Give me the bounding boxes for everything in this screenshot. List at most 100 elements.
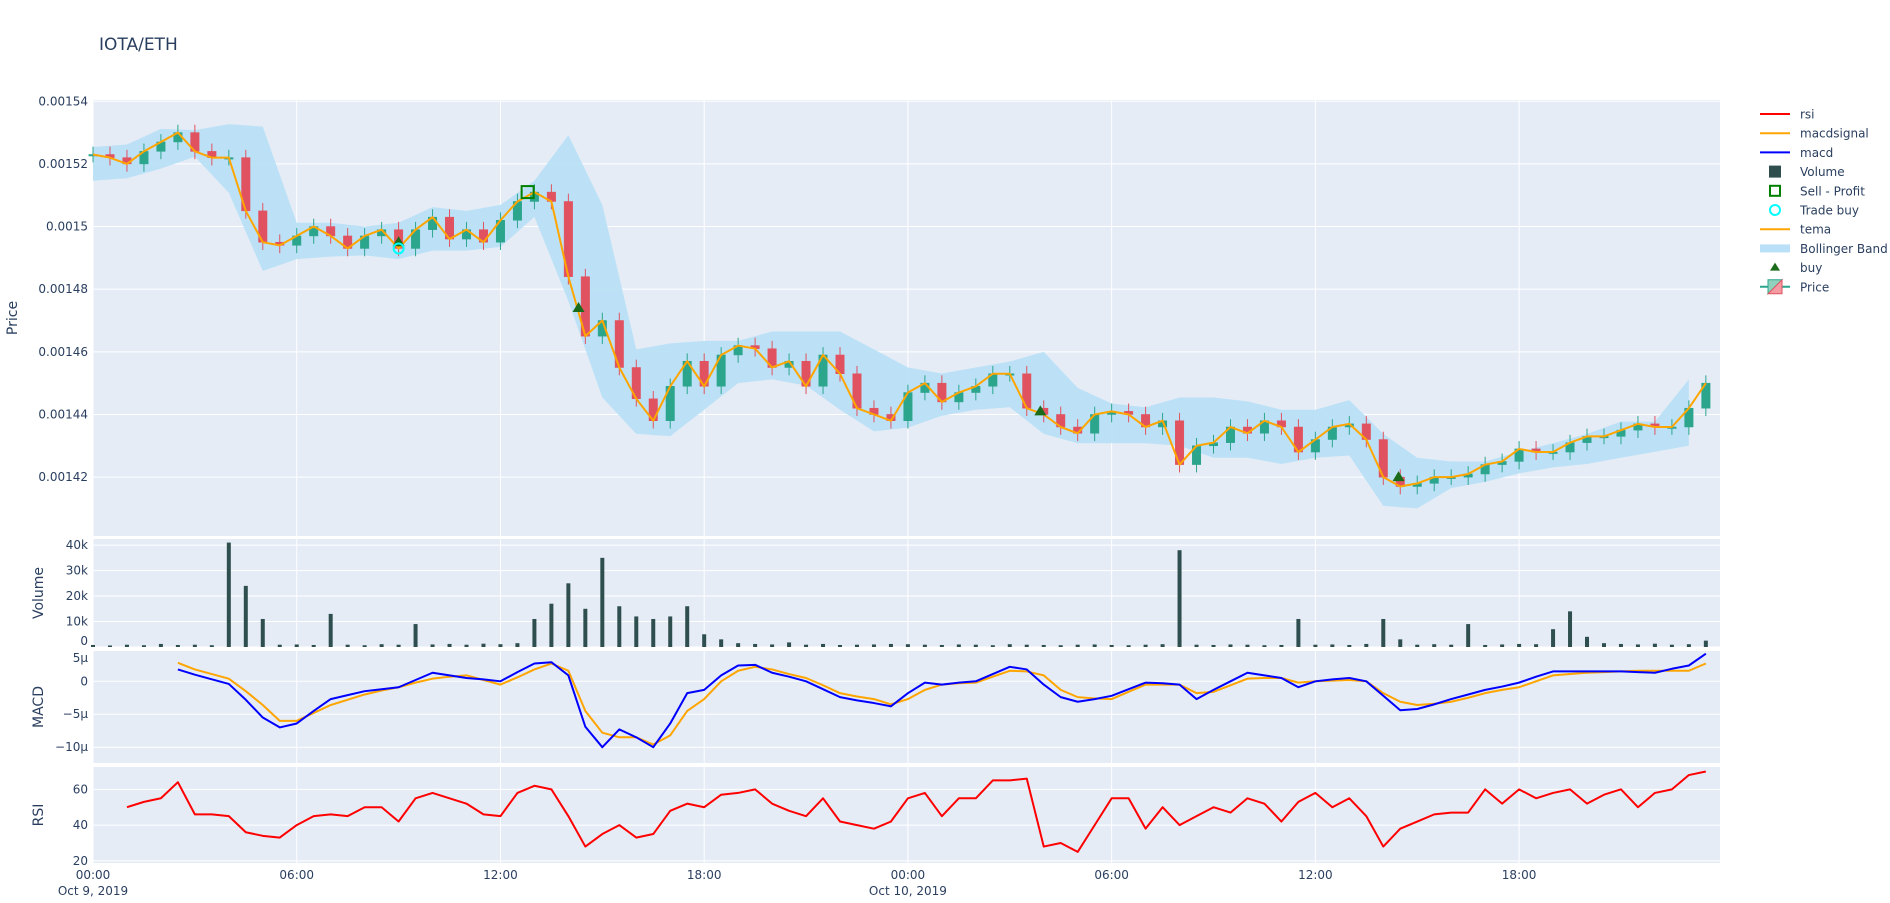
x-tick-label: 06:00 <box>279 868 314 882</box>
x-tick-label: 06:00 <box>1094 868 1129 882</box>
volume-bar <box>1585 636 1590 647</box>
volume-bar <box>1262 645 1267 647</box>
volume-bar <box>107 645 112 647</box>
volume-bar <box>821 643 826 647</box>
volume-background <box>93 539 1720 647</box>
legend-item-macdsignal[interactable]: macdsignal <box>1760 127 1869 141</box>
volume-bar <box>1296 618 1301 647</box>
x-tick-sublabel: Oct 10, 2019 <box>869 884 947 898</box>
volume-bar <box>141 645 146 647</box>
x-tick-label: 12:00 <box>1298 868 1333 882</box>
volume-bar <box>192 644 197 647</box>
legend-circle-icon <box>1769 204 1781 216</box>
volume-bar <box>736 643 741 647</box>
legend-item-buy[interactable]: buy <box>1770 261 1822 275</box>
volume-bar <box>685 606 690 647</box>
volume-bar <box>1041 644 1046 647</box>
buy-marker <box>572 301 585 312</box>
x-tick-sublabel: Oct 9, 2019 <box>58 884 128 898</box>
macd-tick-label: −10µ <box>55 740 88 754</box>
volume-bar <box>1007 644 1012 647</box>
volume-bar <box>1245 644 1250 647</box>
legend-candlestick-icon <box>1760 278 1790 296</box>
volume-bar <box>1347 644 1352 647</box>
volume-bar <box>905 644 910 647</box>
legend-label: buy <box>1800 261 1822 275</box>
volume-bar <box>362 645 367 647</box>
volume-bar <box>719 639 724 647</box>
trade-buy-marker <box>392 242 405 255</box>
volume-bar <box>532 618 537 647</box>
volume-tick-label: 20k <box>66 589 88 603</box>
legend-item-trade-buy[interactable]: Trade buy <box>1769 204 1859 218</box>
legend-item-price[interactable]: Price <box>1760 278 1829 296</box>
legend-label: tema <box>1800 223 1831 237</box>
x-tick-label: 18:00 <box>687 868 722 882</box>
volume-bar <box>481 643 486 647</box>
volume-bar <box>1109 644 1114 647</box>
legend-item-bollinger-band[interactable]: Bollinger Band <box>1760 242 1888 256</box>
legend-item-rsi[interactable]: rsi <box>1760 108 1815 122</box>
volume-axis-label: Volume <box>31 567 47 619</box>
rsi-line <box>126 770 1707 853</box>
volume-bar <box>702 634 707 647</box>
volume-bar <box>396 644 401 647</box>
volume-bar <box>1398 639 1403 647</box>
legend-band-icon <box>1760 244 1790 253</box>
volume-bar <box>617 606 622 647</box>
legend-triangle-icon <box>1770 262 1780 271</box>
plot-area[interactable]: 0.00142 0.00144 0.00146 0.00148 0.0015 0.0015… <box>5 94 1720 898</box>
volume-bar <box>1449 644 1454 647</box>
volume-bar <box>1517 643 1522 647</box>
volume-bar <box>939 644 944 647</box>
bollinger-band <box>93 124 1689 509</box>
volume-bar <box>311 644 316 647</box>
chart-title: IOTA/ETH <box>99 35 178 55</box>
macd-line <box>177 652 1707 749</box>
x-tick-label: 12:00 <box>483 868 518 882</box>
legend-item-sell-profit[interactable]: Sell - Profit <box>1769 184 1865 198</box>
volume-tick-label: 30k <box>66 564 88 578</box>
volume-bar <box>804 644 809 647</box>
volume-bar <box>1075 644 1080 647</box>
volume-bar <box>1483 644 1488 647</box>
volume-bar <box>1160 644 1165 647</box>
volume-bar <box>973 644 978 647</box>
volume-bar <box>1500 644 1505 647</box>
legend-label: Sell - Profit <box>1800 184 1865 198</box>
legend[interactable]: rsi macdsignal macd Volume Sell - Profit Trad… <box>1760 108 1888 296</box>
buy-marker <box>1034 405 1047 416</box>
legend-item-volume[interactable]: Volume <box>1769 165 1845 179</box>
volume-bar <box>1092 644 1097 647</box>
legend-item-tema[interactable]: tema <box>1760 223 1831 237</box>
rsi-tick-label: 60 <box>73 782 88 796</box>
volume-bar <box>124 644 129 647</box>
macd-tick-label: 0 <box>80 674 88 688</box>
legend-square-open-icon <box>1769 184 1781 197</box>
volume-bar <box>1126 645 1131 647</box>
volume-bar <box>447 643 452 647</box>
volume-bar <box>888 643 893 647</box>
volume-bar <box>651 618 656 647</box>
volume-tick-label: 10k <box>66 615 88 629</box>
volume-bar <box>1024 644 1029 647</box>
price-tick-label: 0.00154 <box>38 94 88 108</box>
macd-axis-label: MACD <box>31 686 47 728</box>
volume-bar <box>838 644 843 647</box>
volume-bar <box>515 643 520 647</box>
volume-bar <box>498 644 503 647</box>
price-tick-label: 0.0015 <box>46 220 88 234</box>
price-tick-label: 0.00146 <box>38 345 88 359</box>
volume-bar <box>1143 644 1148 647</box>
volume-bar <box>1466 624 1471 647</box>
rsi-subplot: 20 40 60 RSI <box>31 767 1720 868</box>
volume-bar <box>277 644 282 647</box>
volume-bar <box>379 644 384 647</box>
volume-bar <box>175 644 180 647</box>
price-tick-label: 0.00144 <box>38 407 88 421</box>
legend-item-macd[interactable]: macd <box>1760 146 1833 160</box>
macd-subplot: 5µ 0 −5µ −10µ MACD <box>31 647 1720 763</box>
price-subplot: 0.00142 0.00144 0.00146 0.00148 0.0015 0.0015… <box>5 94 1720 536</box>
legend-label: Price <box>1800 280 1829 294</box>
volume-bar <box>91 644 95 647</box>
